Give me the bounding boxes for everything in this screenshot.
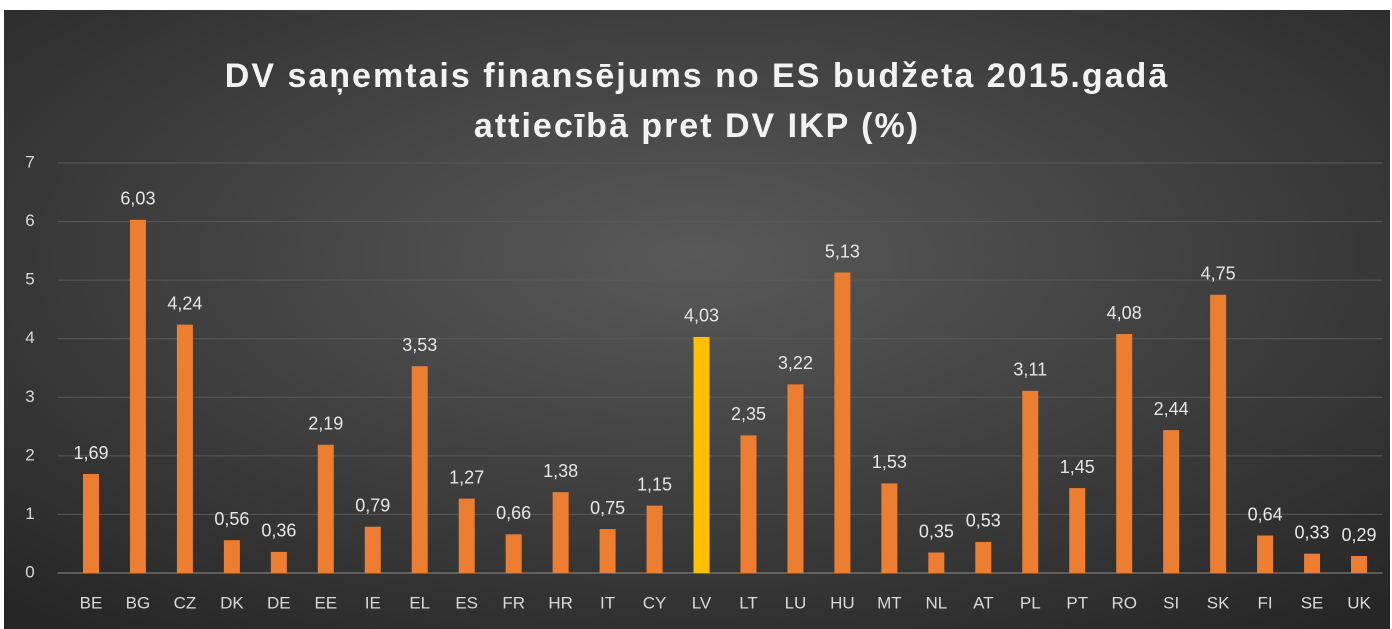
y-tick-label: 1 bbox=[25, 504, 34, 523]
value-label: 0,79 bbox=[355, 495, 390, 515]
y-tick-label: 3 bbox=[25, 387, 34, 406]
x-tick-label: IT bbox=[600, 593, 615, 612]
value-label: 2,19 bbox=[308, 413, 343, 433]
bar bbox=[646, 505, 663, 573]
value-label: 1,27 bbox=[449, 467, 484, 487]
bar bbox=[1257, 535, 1274, 573]
x-tick-label: UK bbox=[1347, 593, 1371, 612]
bar bbox=[787, 384, 804, 573]
bar bbox=[317, 444, 334, 573]
bar bbox=[928, 552, 945, 573]
bar bbox=[1210, 294, 1227, 573]
x-tick-label: DK bbox=[220, 593, 244, 612]
bar bbox=[82, 474, 99, 573]
value-label: 2,44 bbox=[1154, 399, 1189, 419]
bar bbox=[270, 551, 287, 573]
bar bbox=[693, 336, 710, 573]
value-label: 1,38 bbox=[543, 461, 578, 481]
value-label: 2,35 bbox=[731, 404, 766, 424]
bar bbox=[129, 219, 146, 574]
y-tick-label: 2 bbox=[25, 445, 34, 464]
bar bbox=[1116, 334, 1133, 573]
bar bbox=[975, 541, 992, 573]
value-label: 3,53 bbox=[402, 335, 437, 355]
x-tick-label: PT bbox=[1066, 593, 1088, 612]
x-tick-label: SE bbox=[1301, 593, 1324, 612]
chart-title: attiecībā pret DV IKP (%) bbox=[474, 107, 920, 145]
value-label: 0,29 bbox=[1341, 525, 1376, 545]
value-label: 3,11 bbox=[1013, 360, 1047, 380]
value-label: 0,66 bbox=[496, 503, 531, 523]
bar bbox=[1304, 553, 1321, 573]
y-tick-label: 5 bbox=[25, 270, 34, 289]
bar bbox=[505, 534, 522, 573]
value-label: 0,64 bbox=[1248, 504, 1283, 524]
x-tick-label: CY bbox=[643, 593, 667, 612]
x-tick-label: PL bbox=[1020, 593, 1041, 612]
bar bbox=[458, 498, 475, 573]
value-label: 0,75 bbox=[590, 498, 625, 518]
bar bbox=[176, 324, 193, 573]
value-label: 0,36 bbox=[261, 521, 296, 541]
y-tick-label: 6 bbox=[25, 211, 34, 230]
x-tick-label: IE bbox=[365, 593, 381, 612]
bar bbox=[881, 483, 898, 573]
x-tick-label: LV bbox=[692, 593, 712, 612]
x-tick-label: LU bbox=[785, 593, 807, 612]
x-tick-label: RO bbox=[1111, 593, 1137, 612]
bar bbox=[599, 529, 616, 573]
bar bbox=[834, 272, 851, 573]
y-tick-label: 7 bbox=[25, 152, 34, 171]
value-label: 0,33 bbox=[1295, 522, 1330, 542]
x-tick-label: LT bbox=[739, 593, 758, 612]
bar bbox=[1163, 430, 1180, 573]
value-label: 1,69 bbox=[73, 443, 108, 463]
value-label: 4,08 bbox=[1107, 303, 1142, 323]
chart-title: DV saņemtais finansējums no ES budžeta 2… bbox=[225, 57, 1169, 95]
x-tick-label: CZ bbox=[174, 593, 197, 612]
value-label: 1,15 bbox=[637, 474, 672, 494]
x-tick-label: FI bbox=[1258, 593, 1273, 612]
bar bbox=[552, 492, 569, 573]
value-label: 1,53 bbox=[872, 452, 907, 472]
y-tick-label: 4 bbox=[25, 328, 34, 347]
x-tick-label: NL bbox=[925, 593, 947, 612]
value-label: 0,53 bbox=[966, 511, 1001, 531]
x-tick-label: HU bbox=[830, 593, 855, 612]
value-label: 0,56 bbox=[214, 509, 249, 529]
bar bbox=[364, 526, 381, 573]
x-tick-label: MT bbox=[877, 593, 902, 612]
x-tick-label: ES bbox=[455, 593, 478, 612]
bar bbox=[223, 540, 240, 573]
x-tick-label: DE bbox=[267, 593, 291, 612]
value-label: 6,03 bbox=[120, 189, 155, 209]
value-label: 4,24 bbox=[167, 293, 202, 313]
y-tick-label: 0 bbox=[25, 562, 34, 581]
x-tick-label: FR bbox=[502, 593, 525, 612]
value-label: 5,13 bbox=[825, 241, 860, 261]
value-label: 3,22 bbox=[778, 353, 813, 373]
x-tick-label: HR bbox=[548, 593, 573, 612]
x-tick-label: SK bbox=[1207, 593, 1230, 612]
x-tick-label: EL bbox=[409, 593, 430, 612]
bar bbox=[1351, 556, 1368, 573]
bar bbox=[740, 435, 757, 573]
x-tick-label: BG bbox=[126, 593, 151, 612]
value-label: 0,35 bbox=[919, 521, 954, 541]
x-tick-label: EE bbox=[314, 593, 337, 612]
value-label: 1,45 bbox=[1060, 457, 1095, 477]
bar bbox=[1069, 488, 1086, 573]
value-label: 4,03 bbox=[684, 306, 719, 326]
x-tick-label: AT bbox=[973, 593, 993, 612]
value-label: 4,75 bbox=[1201, 264, 1236, 284]
bar bbox=[1022, 390, 1039, 573]
x-tick-label: BE bbox=[80, 593, 103, 612]
x-tick-label: SI bbox=[1163, 593, 1179, 612]
bar bbox=[411, 366, 428, 573]
